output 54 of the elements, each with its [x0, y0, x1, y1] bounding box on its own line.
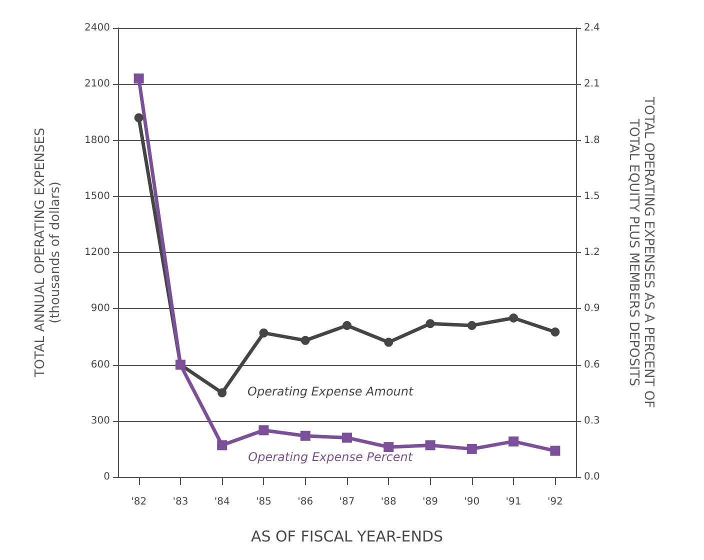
y-tick-label: 0	[104, 472, 110, 482]
y2-tick-label: 0.0	[584, 472, 600, 482]
point	[258, 425, 269, 436]
point	[466, 444, 477, 454]
y-tick-label: 900	[90, 303, 110, 314]
point	[342, 432, 352, 443]
y2-tick-label: 1.5	[584, 190, 600, 202]
y-tick-label: 300	[90, 415, 110, 426]
y-tick-label: 1800	[84, 134, 110, 146]
y-tick-label: 2400	[84, 22, 110, 34]
point	[134, 113, 144, 122]
y2-tick-label: 2.1	[584, 78, 600, 90]
point	[300, 430, 310, 441]
x-tick-label: '83	[172, 496, 188, 508]
series-label: Operating Expense Amount	[247, 384, 414, 399]
x-tick-label: '92	[547, 496, 563, 508]
point	[217, 440, 228, 450]
point	[509, 313, 518, 322]
x-tick-label: '87	[339, 496, 355, 508]
x-tick-label: '86	[298, 496, 314, 508]
point	[384, 442, 394, 452]
point	[425, 440, 436, 450]
point	[259, 328, 268, 338]
point	[342, 320, 352, 330]
x-tick-label: '89	[422, 496, 438, 508]
point	[508, 436, 519, 446]
x-tick-label: '88	[380, 496, 396, 508]
x-axis-title: AS OF FISCAL YEAR-ENDS	[250, 528, 444, 546]
x-tick-label: '90	[464, 496, 480, 508]
point	[384, 338, 394, 347]
y-tick-label: 1500	[84, 190, 110, 202]
y-tick-label: 1200	[84, 247, 110, 258]
x-tick-label: '85	[256, 496, 272, 508]
point	[426, 319, 435, 328]
y2-axis-title: TOTAL OPERATING EXPENSES AS A PERCENT OF TOTAL EQUITY PLUS MEMBERS DEPOSITS	[626, 96, 656, 408]
x-tick-label: '84	[214, 496, 230, 508]
point	[134, 74, 144, 84]
y-tick-label: 2100	[84, 78, 110, 90]
x-tick-label: '91	[506, 496, 522, 508]
point	[218, 388, 227, 398]
y2-tick-label: 1.8	[584, 134, 600, 146]
point	[300, 336, 310, 345]
y2-tick-label: 0.6	[584, 359, 600, 370]
y2-tick-label: 1.2	[584, 247, 600, 258]
x-tick-label: '82	[131, 496, 147, 508]
y2-tick-label: 0.9	[584, 303, 600, 314]
series-label: Operating Expense Percent	[248, 450, 414, 464]
point	[550, 446, 560, 456]
point	[550, 328, 560, 337]
y-tick-label: 600	[90, 359, 110, 370]
y-axis-title: TOTAL ANNUAL OPERATING EXPENSES (thousands of dollars)	[33, 128, 63, 378]
y2-tick-label: 0.3	[584, 415, 600, 426]
y2-tick-label: 2.4	[584, 22, 600, 34]
point	[467, 320, 476, 330]
